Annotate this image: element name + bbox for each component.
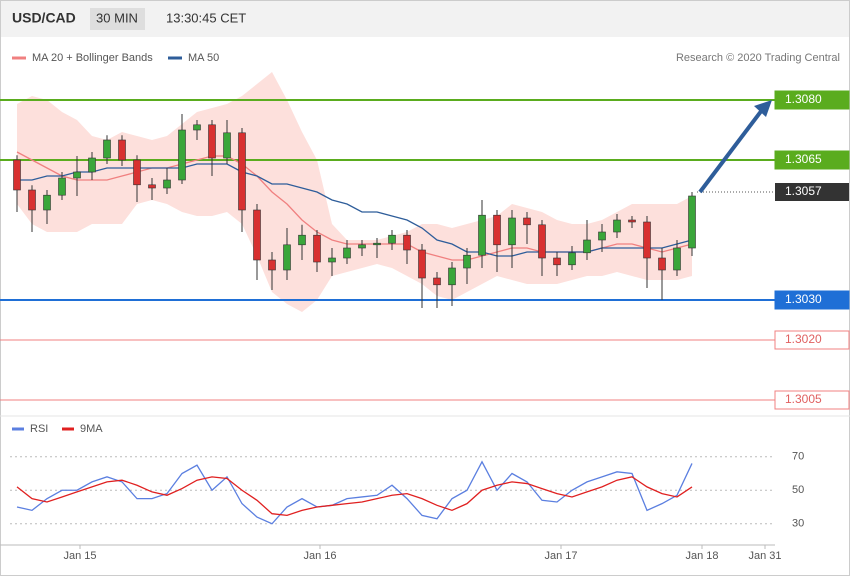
level-box — [774, 150, 850, 170]
candle-body — [313, 234, 321, 263]
forecast-arrow — [698, 104, 767, 194]
candle-body — [388, 234, 396, 244]
candle-body — [283, 244, 291, 271]
candle-body — [178, 129, 186, 181]
y-tick-label: 70 — [792, 451, 804, 463]
candle-body — [358, 244, 366, 249]
candle-body — [658, 257, 666, 271]
legend-label: 9MA — [80, 423, 103, 435]
candle-body — [448, 267, 456, 286]
candle-body — [88, 157, 96, 173]
candle-body — [673, 247, 681, 271]
candle-body — [163, 179, 171, 189]
level-box — [774, 90, 850, 110]
indicator-line — [16, 476, 693, 517]
candle-body — [193, 124, 201, 131]
candle-body — [583, 239, 591, 254]
x-tick-label: Jan 15 — [63, 550, 96, 562]
candle-body — [538, 224, 546, 259]
x-tick-label: Jan 17 — [544, 550, 577, 562]
candle-body — [418, 249, 426, 279]
forecast-arrowhead — [754, 100, 772, 117]
candle-body — [223, 132, 231, 159]
candle-body — [643, 221, 651, 259]
level-label: 1.3080 — [785, 92, 822, 106]
candle-body — [43, 194, 51, 211]
candle-body — [508, 217, 516, 246]
current-price-box — [775, 183, 849, 201]
candle-body — [373, 242, 381, 246]
candle-body — [478, 214, 486, 256]
candle-body — [688, 195, 696, 249]
legend-label: MA 50 — [188, 52, 219, 64]
y-tick-label: 50 — [792, 484, 804, 496]
candle-body — [73, 171, 81, 179]
x-tick-label: Jan 18 — [685, 550, 718, 562]
candle-body — [238, 132, 246, 211]
candle-body — [343, 247, 351, 259]
candle-body — [463, 254, 471, 269]
candle-body — [328, 257, 336, 263]
candle-body — [28, 189, 36, 211]
level-label: 1.3030 — [785, 292, 822, 306]
symbol: USD/CAD — [12, 10, 76, 26]
level-box — [774, 390, 850, 410]
candle-body — [598, 231, 606, 241]
x-tick-label: Jan 16 — [303, 550, 336, 562]
x-tick-label: Jan 31 — [748, 550, 781, 562]
candle-body — [148, 184, 156, 189]
level-label: 1.3020 — [785, 332, 822, 346]
legend-label: RSI — [30, 423, 48, 435]
candle-body — [553, 257, 561, 266]
candle-body — [493, 214, 501, 246]
candle-body — [403, 234, 411, 251]
candle-body — [613, 219, 621, 233]
ma-line — [17, 163, 693, 257]
current-price-label: 1.3057 — [785, 184, 822, 198]
candle-body — [628, 219, 636, 223]
candle-body — [13, 159, 21, 191]
candle-body — [133, 159, 141, 186]
indicator-line — [16, 460, 693, 525]
legend-label: MA 20 + Bollinger Bands — [32, 52, 153, 64]
interval-box — [90, 8, 145, 30]
y-tick-label: 30 — [792, 518, 804, 530]
candle-body — [253, 209, 261, 261]
credit: Research © 2020 Trading Central — [676, 52, 840, 64]
level-label: 1.3005 — [785, 392, 822, 406]
candle-body — [523, 217, 531, 226]
candle-body — [268, 259, 276, 271]
level-box — [774, 290, 850, 310]
interval: 30 MIN — [96, 10, 138, 25]
time: 13:30:45 CET — [166, 10, 246, 25]
candle-body — [58, 177, 66, 196]
candle-body — [103, 139, 111, 159]
candle-body — [208, 124, 216, 159]
level-label: 1.3065 — [785, 152, 822, 166]
candle-body — [118, 139, 126, 161]
candle-body — [433, 277, 441, 286]
level-box — [774, 330, 850, 350]
candle-body — [568, 252, 576, 266]
candle-body — [298, 234, 306, 246]
